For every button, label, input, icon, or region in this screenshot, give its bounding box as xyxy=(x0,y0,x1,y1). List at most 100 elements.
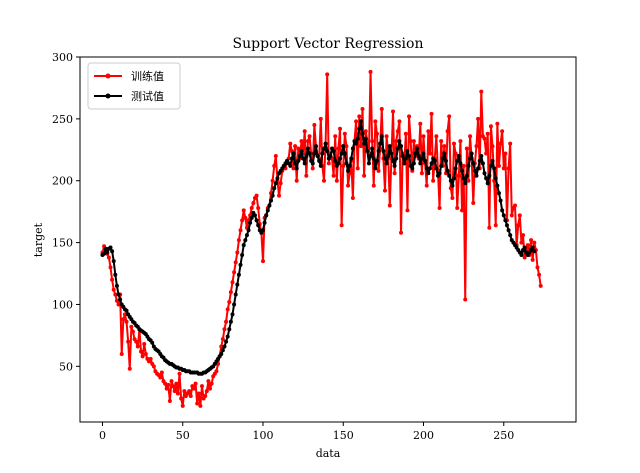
data-point xyxy=(304,173,309,178)
data-point xyxy=(458,161,463,166)
legend-marker xyxy=(105,93,111,99)
data-point xyxy=(315,153,320,158)
data-point xyxy=(461,163,466,168)
data-point xyxy=(110,277,115,282)
data-point xyxy=(484,151,489,156)
data-point xyxy=(397,119,402,124)
data-point xyxy=(504,223,509,228)
data-point xyxy=(424,166,429,171)
data-point xyxy=(452,141,457,146)
data-point xyxy=(464,146,469,151)
data-point xyxy=(358,144,363,149)
data-point xyxy=(299,139,304,144)
data-point xyxy=(256,223,261,228)
data-point xyxy=(461,176,466,181)
data-point xyxy=(320,151,325,156)
data-point xyxy=(530,245,535,250)
data-point xyxy=(110,249,115,254)
data-point xyxy=(273,181,278,186)
data-point xyxy=(373,119,378,124)
data-point xyxy=(240,218,245,223)
data-point xyxy=(291,166,296,171)
data-point xyxy=(272,186,277,191)
data-point xyxy=(492,166,497,171)
data-point xyxy=(288,141,293,146)
data-point xyxy=(442,151,447,156)
data-point xyxy=(421,151,426,156)
data-point xyxy=(219,344,224,349)
data-point xyxy=(177,371,182,376)
data-point xyxy=(220,337,225,342)
data-point xyxy=(423,158,428,163)
data-point xyxy=(466,178,471,183)
data-point xyxy=(208,386,213,391)
data-point xyxy=(427,166,432,171)
data-point xyxy=(289,156,294,161)
data-point xyxy=(392,163,397,168)
data-point xyxy=(503,218,508,223)
data-point xyxy=(437,205,442,210)
data-point xyxy=(466,163,471,168)
data-point xyxy=(378,141,383,146)
data-point xyxy=(509,213,514,218)
data-point xyxy=(214,369,219,374)
data-point xyxy=(394,139,399,144)
data-point xyxy=(476,116,481,121)
data-point xyxy=(318,163,323,168)
data-point xyxy=(503,151,508,156)
data-point xyxy=(434,134,439,139)
data-point xyxy=(413,151,418,156)
data-point xyxy=(537,272,542,277)
data-point xyxy=(405,149,410,154)
data-point xyxy=(219,351,224,356)
data-point xyxy=(169,379,174,384)
data-point xyxy=(233,292,238,297)
data-point xyxy=(447,173,452,178)
data-point xyxy=(124,319,129,324)
data-point xyxy=(233,260,238,265)
data-point xyxy=(296,146,301,151)
data-point xyxy=(260,259,265,264)
data-point xyxy=(376,168,381,173)
data-point xyxy=(163,381,168,386)
data-point xyxy=(236,238,241,243)
data-point xyxy=(126,339,131,344)
data-point xyxy=(313,144,318,149)
data-point xyxy=(357,114,362,119)
data-point xyxy=(439,163,444,168)
data-point xyxy=(124,308,129,313)
data-point xyxy=(407,114,412,119)
data-point xyxy=(530,257,535,262)
data-point xyxy=(445,129,450,134)
data-point xyxy=(159,370,164,375)
data-point xyxy=(193,381,198,386)
data-point xyxy=(500,208,505,213)
data-point xyxy=(235,250,240,255)
data-point xyxy=(363,136,368,141)
data-point xyxy=(116,302,121,307)
data-point xyxy=(278,181,283,186)
data-point xyxy=(479,153,484,158)
data-point xyxy=(384,134,389,139)
data-point xyxy=(302,129,307,134)
data-point xyxy=(134,339,139,344)
y-tick-label: 250 xyxy=(52,113,73,126)
y-tick-label: 50 xyxy=(59,360,73,373)
chart-title: Support Vector Regression xyxy=(233,36,424,52)
data-point xyxy=(241,208,246,213)
data-point xyxy=(506,166,511,171)
data-point xyxy=(339,223,344,228)
data-point xyxy=(333,134,338,139)
data-point xyxy=(443,158,448,163)
data-point xyxy=(474,144,479,149)
data-point xyxy=(198,403,203,408)
data-point xyxy=(346,168,351,173)
data-point xyxy=(130,329,135,334)
data-point xyxy=(297,153,302,158)
data-point xyxy=(482,136,487,141)
data-point xyxy=(305,146,310,151)
data-point xyxy=(434,166,439,171)
data-point xyxy=(105,250,110,255)
data-point xyxy=(368,69,373,74)
